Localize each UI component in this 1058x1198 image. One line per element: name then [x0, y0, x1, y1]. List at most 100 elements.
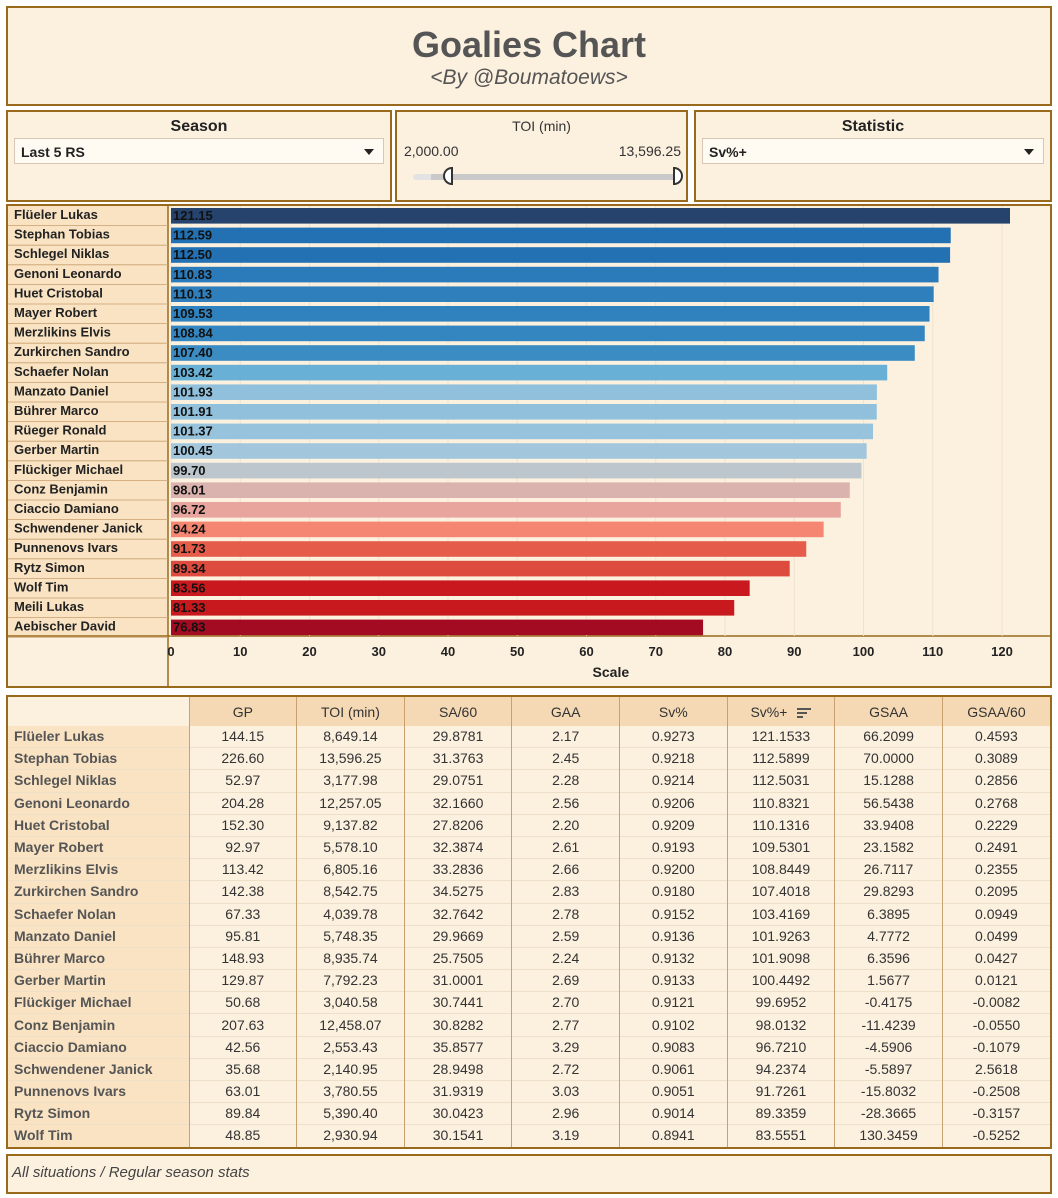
- bar[interactable]: [171, 580, 750, 596]
- table-row[interactable]: Stephan Tobias 226.60 13,596.25 31.3763 2.45…: [8, 747, 1050, 770]
- table-row[interactable]: Genoni Leonardo 204.28 12,257.05 32.1660 2.5…: [8, 791, 1050, 815]
- bar[interactable]: [171, 325, 925, 342]
- chevron-down-icon: [1024, 149, 1034, 155]
- bar-category-label: Mayer Robert: [14, 305, 98, 320]
- bar[interactable]: [171, 502, 841, 518]
- season-dropdown[interactable]: Last 5 RS: [14, 138, 384, 164]
- toi-filter: TOI (min) 2,000.00 13,596.25: [395, 110, 688, 202]
- bar[interactable]: [171, 364, 888, 381]
- chevron-down-icon: [364, 149, 374, 155]
- table-row[interactable]: Manzato Daniel 95.81 5,748.35 29.9669 2.59 0.…: [8, 924, 1050, 948]
- table-cell: 2.66: [511, 858, 620, 881]
- table-cell: -0.6054: [941, 1146, 1050, 1147]
- x-tick-label: 90: [787, 644, 801, 659]
- column-header[interactable]: TOI (min): [296, 697, 405, 726]
- x-tick-label: 70: [649, 644, 663, 659]
- table-cell: 35.8577: [403, 1035, 512, 1059]
- table-cell: 1.5677: [834, 969, 943, 992]
- bar-category-label: Meili Lukas: [14, 599, 84, 614]
- table-row[interactable]: Huet Cristobal 152.30 9,137.82 27.8206 2.20 0…: [8, 813, 1050, 837]
- table-cell: -0.1079: [941, 1035, 1050, 1059]
- column-header-label: TOI (min): [321, 703, 380, 720]
- table-row[interactable]: Flüeler Lukas 144.15 8,649.14 29.8781 2.17 0.…: [8, 726, 1050, 748]
- table-cell: 29.0751: [403, 769, 512, 793]
- bar[interactable]: [171, 208, 1010, 224]
- table-row[interactable]: Conz Benjamin 207.63 12,458.07 30.8282 2.77 0…: [8, 1013, 1050, 1037]
- column-header[interactable]: GP: [188, 697, 297, 726]
- table-cell: -4.5906: [834, 1035, 943, 1059]
- bar[interactable]: [171, 345, 915, 361]
- table-cell: 2.45: [511, 747, 620, 770]
- table-row[interactable]: Ciaccio Damiano 42.56 2,553.43 35.8577 3.29 0…: [8, 1035, 1050, 1059]
- bar[interactable]: [171, 482, 850, 498]
- table-row[interactable]: Mayer Robert 92.97 5,578.10 32.3874 2.61 0.91…: [8, 835, 1050, 859]
- bar[interactable]: [171, 443, 867, 459]
- table-row[interactable]: Meili Lukas82.334,939.8329.80673.240.891…: [8, 1146, 1050, 1147]
- column-header-label: Sv%: [658, 703, 688, 720]
- bar[interactable]: [171, 462, 862, 479]
- table-cell: 110.1316: [726, 813, 835, 837]
- page-title: Goalies Chart: [411, 24, 647, 65]
- bar[interactable]: [171, 286, 934, 302]
- bar[interactable]: [171, 541, 807, 557]
- sort-descending-icon[interactable]: [797, 707, 812, 719]
- column-header[interactable]: GSAA/60: [941, 697, 1050, 726]
- bar[interactable]: [171, 384, 877, 400]
- table-cell: 35.68: [188, 1057, 297, 1081]
- column-header[interactable]: Sv%+: [726, 697, 835, 726]
- table-cell: 33.9408: [834, 813, 943, 837]
- bar[interactable]: [171, 247, 951, 263]
- table-cell: -5.5897: [834, 1057, 943, 1081]
- table-row[interactable]: Gerber Martin 129.87 7,792.23 31.0001 2.69 0.…: [8, 969, 1050, 992]
- table-cell: 5,578.10: [296, 835, 405, 859]
- table-row[interactable]: Merzlikins Elvis 113.42 6,805.16 33.2836 2.6…: [8, 858, 1050, 881]
- table-cell: 31.9319: [403, 1079, 512, 1103]
- table-cell: -0.3157: [941, 1102, 1050, 1125]
- bar[interactable]: [171, 560, 790, 577]
- toi-slider-min-handle[interactable]: [443, 167, 453, 185]
- bar-value-label: 98.01: [173, 482, 206, 497]
- bar[interactable]: [171, 306, 930, 322]
- table-row[interactable]: Wolf Tim 48.85 2,930.94 30.1541 3.19 0.8941 83…: [8, 1124, 1050, 1147]
- table-row[interactable]: Schaefer Nolan 67.33 4,039.78 32.7642 2.78 0.…: [8, 902, 1050, 926]
- table-row[interactable]: Flückiger Michael 50.68 3,040.58 30.7441 2.7…: [8, 991, 1050, 1014]
- bar-category-label: Wolf Tim: [14, 579, 68, 594]
- table-row[interactable]: Schlegel Niklas 52.97 3,177.98 29.0751 2.28 0…: [8, 769, 1050, 793]
- bar-value-label: 83.56: [173, 580, 206, 595]
- table-row[interactable]: Schwendener Janick 35.68 2,140.95 28.9498 2.…: [8, 1057, 1050, 1081]
- stats-table-panel: GP TOI (min) SA/60 GAA Sv% Sv%+ GSAA GSAA/60 Fl…: [6, 695, 1052, 1149]
- bar[interactable]: [171, 423, 874, 440]
- table-cell: 0.9200: [619, 858, 728, 881]
- table-cell: 52.97: [188, 769, 297, 793]
- bar-value-label: 121.15: [173, 208, 213, 223]
- table-cell: 0.4593: [941, 726, 1050, 748]
- bar[interactable]: [171, 266, 939, 283]
- table-row[interactable]: Bührer Marco 148.93 8,935.74 25.7505 2.24 0.9…: [8, 946, 1050, 970]
- table-cell: 92.97: [188, 835, 297, 859]
- statistic-dropdown[interactable]: Sv%+: [702, 138, 1044, 164]
- table-row[interactable]: Punnenovs Ivars 63.01 3,780.55 31.9319 3.03 0…: [8, 1079, 1050, 1103]
- table-row[interactable]: Rytz Simon 89.84 5,390.40 30.0423 2.96 0.9014…: [8, 1102, 1050, 1125]
- toi-slider-max-handle[interactable]: [673, 167, 683, 185]
- bar[interactable]: [171, 619, 704, 636]
- bar[interactable]: [171, 600, 735, 616]
- table-cell: 107.4018: [726, 880, 835, 903]
- stats-table: GP TOI (min) SA/60 GAA Sv% Sv%+ GSAA GSAA/60 Fl…: [8, 697, 1050, 1147]
- column-header[interactable]: GSAA: [834, 697, 943, 726]
- column-header-label: GSAA: [869, 703, 909, 720]
- goalie-name-cell: Conz Benjamin: [8, 1013, 189, 1037]
- table-cell: 0.9061: [619, 1057, 728, 1081]
- bar[interactable]: [171, 521, 824, 538]
- bar-category-label: Conz Benjamin: [14, 481, 108, 496]
- bar[interactable]: [171, 227, 951, 244]
- bar-category-label: Flückiger Michael: [14, 462, 123, 477]
- goalie-name-cell: Flüeler Lukas: [8, 726, 189, 748]
- table-row[interactable]: Zurkirchen Sandro 142.38 8,542.75 34.5275 2.…: [8, 880, 1050, 903]
- goalie-name-cell: Merzlikins Elvis: [8, 858, 189, 881]
- column-header[interactable]: GAA: [511, 697, 620, 726]
- column-header[interactable]: Sv%: [619, 697, 728, 726]
- bar[interactable]: [171, 404, 877, 420]
- column-header[interactable]: SA/60: [403, 697, 512, 726]
- table-cell: 2.56: [511, 791, 620, 815]
- title-panel: Goalies Chart <By @Boumatoews>: [6, 6, 1052, 106]
